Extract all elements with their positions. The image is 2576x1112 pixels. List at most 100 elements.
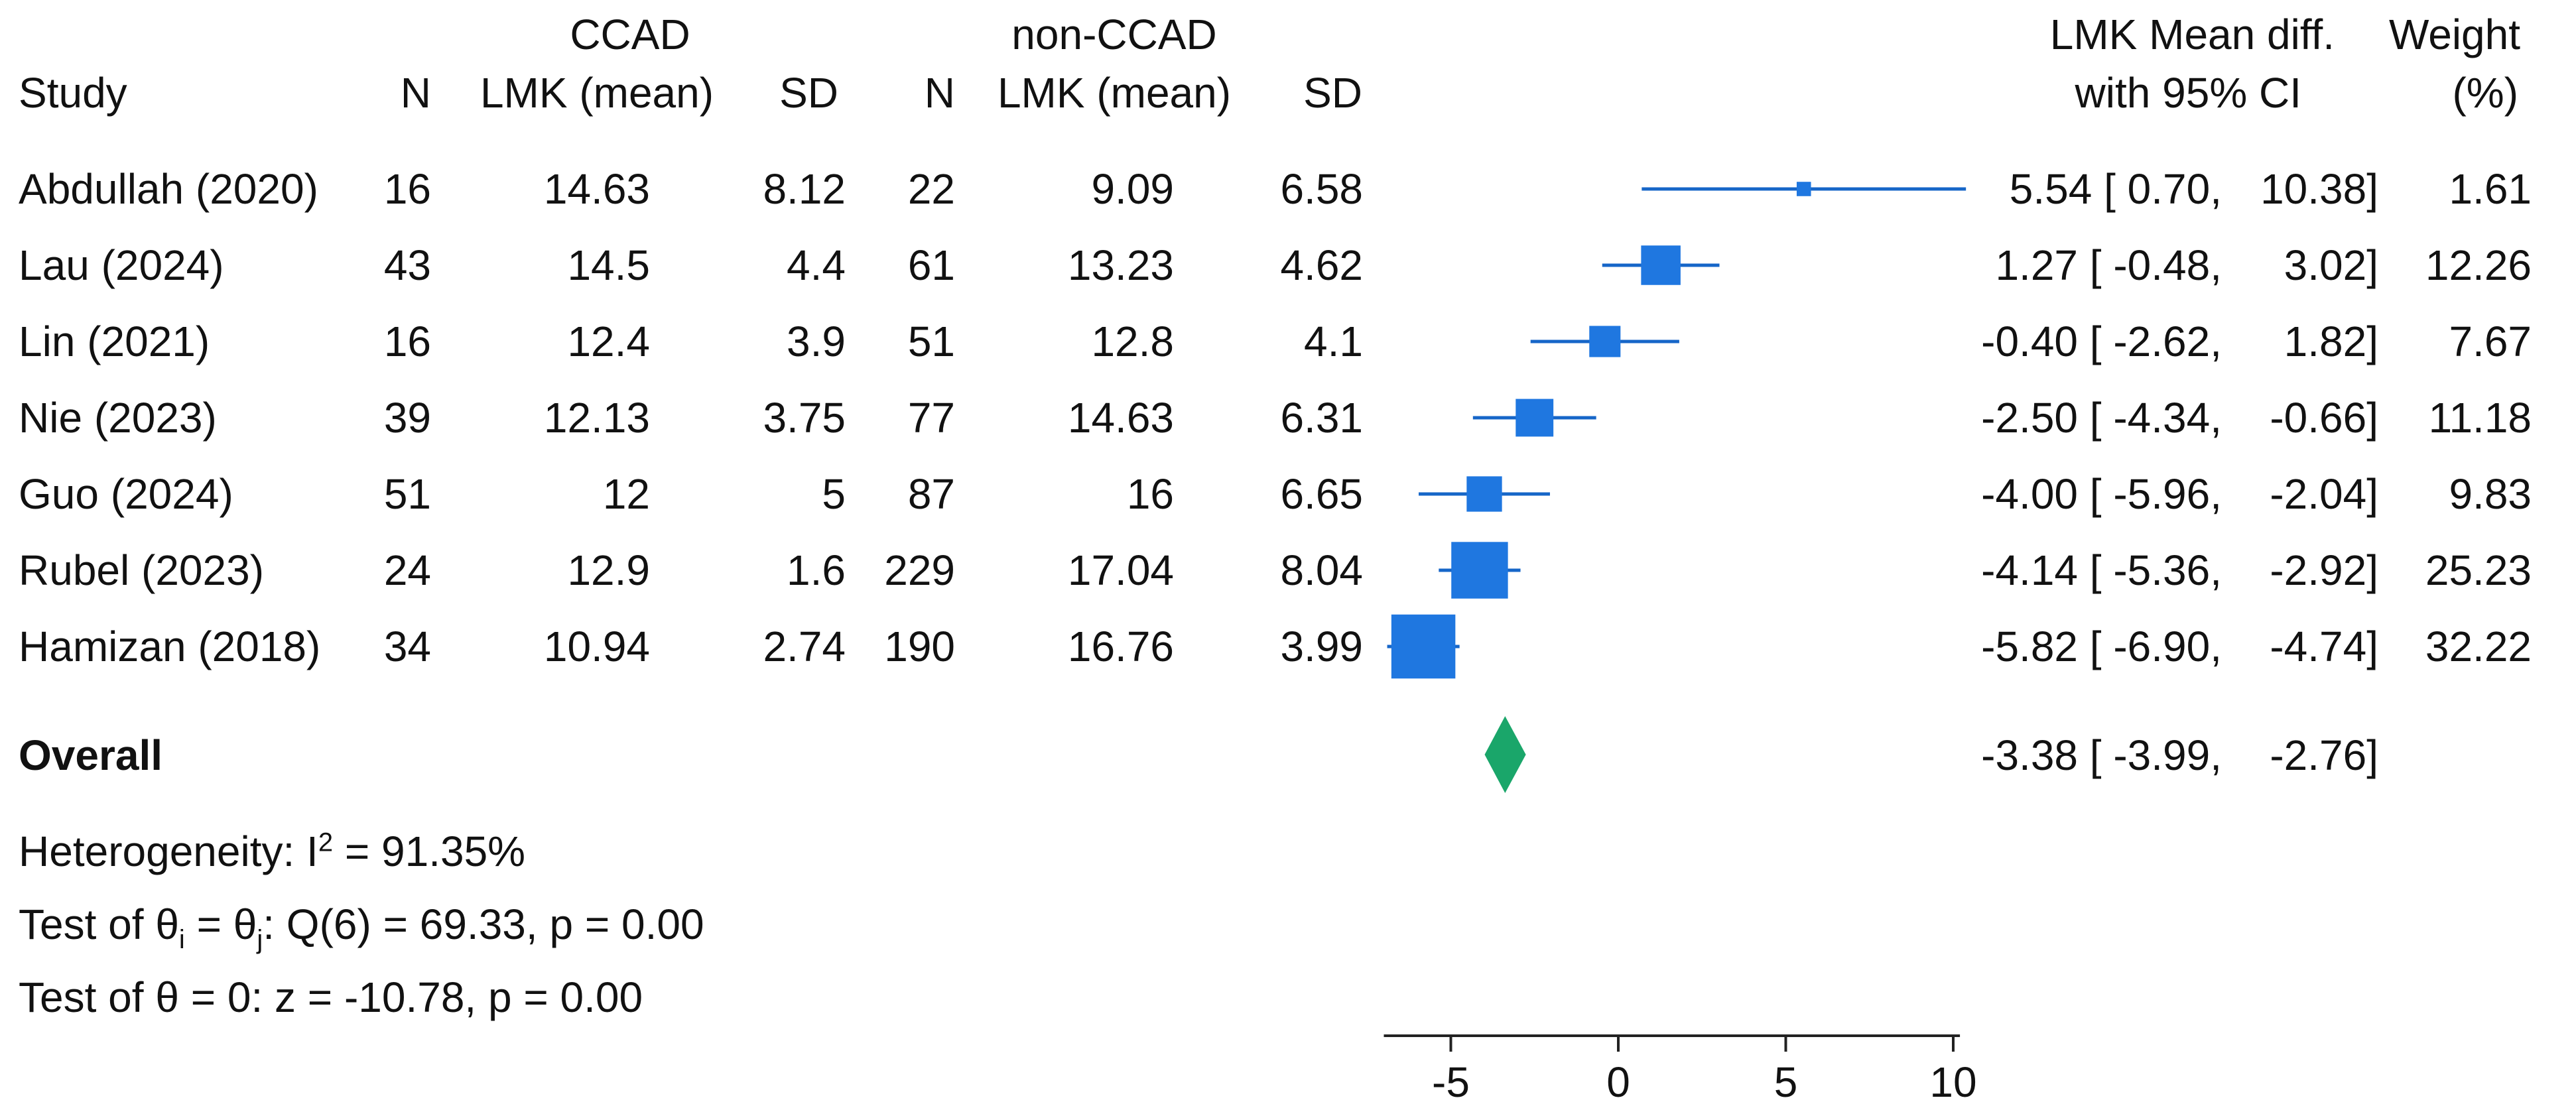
header-n2: N xyxy=(924,69,955,117)
row-3-md-text: -2.50 [ -4.34, xyxy=(1981,394,2222,442)
row-2-md-text: -0.40 [ -2.62, xyxy=(1981,318,2222,365)
row-1-study: Lau (2024) xyxy=(19,241,224,289)
row-0-n1: 16 xyxy=(383,165,431,213)
header-sd2: SD xyxy=(1303,69,1362,117)
row-3-mean2: 14.63 xyxy=(1067,394,1174,442)
row-4-mean1: 12 xyxy=(602,470,650,518)
row-5-sd2: 8.04 xyxy=(1280,546,1363,594)
row-0-mean1: 14.63 xyxy=(543,165,650,213)
row-1-n2: 61 xyxy=(907,241,955,289)
row-2-hi-text: 1.82] xyxy=(2284,318,2378,365)
overall-ci-high-text: -2.76] xyxy=(2270,731,2378,779)
study-marker-5 xyxy=(1451,542,1508,599)
row-0-md-text: 5.54 [ 0.70, xyxy=(2009,165,2222,213)
header-ccad-group: CCAD xyxy=(570,11,690,58)
row-4-study: Guo (2024) xyxy=(19,470,233,518)
row-4-n1: 51 xyxy=(383,470,431,518)
row-5-hi-text: -2.92] xyxy=(2270,546,2378,594)
overall-label: Overall xyxy=(19,731,163,779)
header-sd1: SD xyxy=(779,69,838,117)
row-4-hi-text: -2.04] xyxy=(2270,470,2378,518)
row-4-mean2: 16 xyxy=(1126,470,1174,518)
study-marker-4 xyxy=(1466,476,1502,512)
row-2-sd2: 4.1 xyxy=(1304,318,1363,365)
row-6-n1: 34 xyxy=(383,623,431,670)
row-3-n1: 39 xyxy=(383,394,431,442)
row-3-study: Nie (2023) xyxy=(19,394,217,442)
row-0-weight: 1.61 xyxy=(2449,165,2532,213)
row-6-mean1: 10.94 xyxy=(543,623,650,670)
row-1-weight: 12.26 xyxy=(2425,241,2532,289)
row-3-n2: 77 xyxy=(907,394,955,442)
study-marker-1 xyxy=(1641,245,1681,285)
x-tick-label-3: 10 xyxy=(1929,1058,1976,1106)
row-1-hi-text: 3.02] xyxy=(2284,241,2378,289)
row-3-weight: 11.18 xyxy=(2428,394,2532,442)
row-6-weight: 32.22 xyxy=(2425,623,2532,670)
row-4-sd1: 5 xyxy=(822,470,846,518)
header-weight-line2: (%) xyxy=(2452,69,2518,117)
row-2-study: Lin (2021) xyxy=(19,318,210,365)
row-3-mean1: 12.13 xyxy=(543,394,650,442)
row-5-mean2: 17.04 xyxy=(1067,546,1174,594)
row-1-mean1: 14.5 xyxy=(567,241,650,289)
row-1-md-text: 1.27 [ -0.48, xyxy=(1995,241,2222,289)
test-homogeneity-stat: Test of θi = θj: Q(6) = 69.33, p = 0.00 xyxy=(19,900,704,954)
study-marker-3 xyxy=(1515,399,1554,437)
row-6-md-text: -5.82 [ -6.90, xyxy=(1981,623,2222,670)
study-marker-6 xyxy=(1391,614,1456,679)
row-3-sd2: 6.31 xyxy=(1280,394,1363,442)
header-effect-line1: LMK Mean diff. xyxy=(2049,11,2335,58)
header-nonccad-group: non-CCAD xyxy=(1011,11,1217,58)
header-weight-line1: Weight xyxy=(2388,11,2520,58)
header-mean1: LMK (mean) xyxy=(480,69,714,117)
row-0-study: Abdullah (2020) xyxy=(19,165,318,213)
row-2-sd1: 3.9 xyxy=(787,318,846,365)
row-2-mean2: 12.8 xyxy=(1091,318,1174,365)
row-6-mean2: 16.76 xyxy=(1067,623,1174,670)
row-6-hi-text: -4.74] xyxy=(2270,623,2378,670)
overall-diamond xyxy=(1484,716,1526,793)
study-marker-2 xyxy=(1589,326,1621,357)
row-5-mean1: 12.9 xyxy=(567,546,650,594)
row-2-n1: 16 xyxy=(383,318,431,365)
row-4-sd2: 6.65 xyxy=(1280,470,1363,518)
row-5-n2: 229 xyxy=(884,546,955,594)
row-6-sd1: 2.74 xyxy=(763,623,846,670)
row-5-md-text: -4.14 [ -5.36, xyxy=(1981,546,2222,594)
header-n1: N xyxy=(400,69,431,117)
overall-ci-text: -3.38 [ -3.99, xyxy=(1981,731,2222,779)
row-5-weight: 25.23 xyxy=(2425,546,2532,594)
row-5-sd1: 1.6 xyxy=(787,546,846,594)
row-1-sd1: 4.4 xyxy=(787,241,846,289)
test-overall-effect-stat: Test of θ = 0: z = -10.78, p = 0.00 xyxy=(19,973,643,1021)
row-6-sd2: 3.99 xyxy=(1280,623,1363,670)
row-1-n1: 43 xyxy=(383,241,431,289)
header-effect-line2: with 95% CI xyxy=(2075,69,2301,117)
row-0-sd2: 6.58 xyxy=(1280,165,1363,213)
header-study: Study xyxy=(19,69,127,117)
row-2-n2: 51 xyxy=(907,318,955,365)
row-0-hi-text: 10.38] xyxy=(2260,165,2378,213)
row-4-md-text: -4.00 [ -5.96, xyxy=(1981,470,2222,518)
row-4-weight: 9.83 xyxy=(2449,470,2532,518)
row-2-weight: 7.67 xyxy=(2449,318,2532,365)
row-3-sd1: 3.75 xyxy=(763,394,846,442)
study-marker-0 xyxy=(1796,182,1811,196)
row-1-sd2: 4.62 xyxy=(1280,241,1363,289)
header-mean2: LMK (mean) xyxy=(997,69,1232,117)
row-2-mean1: 12.4 xyxy=(567,318,650,365)
row-5-study: Rubel (2023) xyxy=(19,546,264,594)
x-tick-label-1: 0 xyxy=(1606,1058,1630,1106)
row-4-n2: 87 xyxy=(907,470,955,518)
row-0-n2: 22 xyxy=(907,165,955,213)
row-0-mean2: 9.09 xyxy=(1091,165,1174,213)
x-tick-label-2: 5 xyxy=(1774,1058,1798,1106)
x-tick-label-0: -5 xyxy=(1432,1058,1470,1106)
row-6-study: Hamizan (2018) xyxy=(19,623,321,670)
row-6-n2: 190 xyxy=(884,623,955,670)
row-3-hi-text: -0.66] xyxy=(2270,394,2378,442)
heterogeneity-stat: Heterogeneity: I2 = 91.35% xyxy=(19,828,526,875)
